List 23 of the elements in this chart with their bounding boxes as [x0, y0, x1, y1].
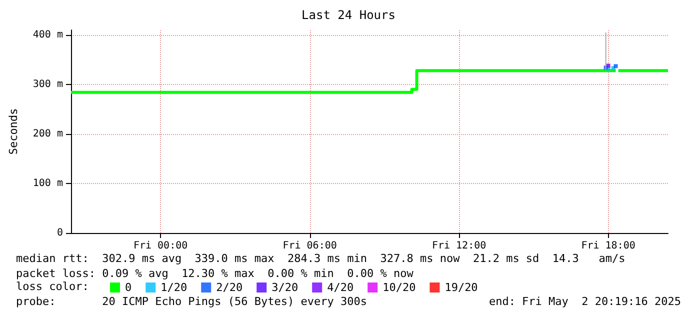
chart-title: Last 24 Hours	[302, 8, 396, 22]
legend-label: 2/20	[216, 281, 243, 294]
legend-title: loss color:	[16, 280, 89, 293]
x-tick-label: Fri 18:00	[581, 240, 636, 252]
y-tick-label: 200 m	[32, 128, 63, 140]
y-tick-label: 100 m	[32, 178, 63, 189]
legend-label: 0	[125, 281, 132, 294]
legend-label: 1/20	[160, 281, 188, 294]
y-tick-label: 300 m	[32, 78, 63, 90]
x-tick-label: Fri 00:00	[133, 240, 188, 252]
y-tick-label: 0	[56, 228, 63, 238]
x-tick-label: Fri 06:00	[282, 240, 337, 252]
x-tick-label: Fri 12:00	[432, 240, 486, 252]
text: probe: 20 ICMP Echo Pings (56 Bytes) every 300s	[16, 295, 367, 308]
legend-label: 19/20	[444, 281, 478, 294]
y-tick-label: 400 m	[32, 29, 63, 40]
legend-label: 10/20	[382, 281, 416, 294]
text: end: Fri May 2 20:19:16 2025	[488, 295, 682, 308]
text: median rtt: 302.9 ms avg 339.0 ms max 284.3 ms min 327.8 ms now 21.2 ms sd 14.3 am/s	[16, 252, 626, 265]
text: packet loss: 0.09 % avg 12.30 % max 0.00 % min 0.00 % now	[16, 267, 414, 280]
legend-label: 4/20	[327, 281, 354, 294]
legend-label: 3/20	[272, 281, 298, 294]
y-axis-title: Seconds	[7, 108, 20, 155]
